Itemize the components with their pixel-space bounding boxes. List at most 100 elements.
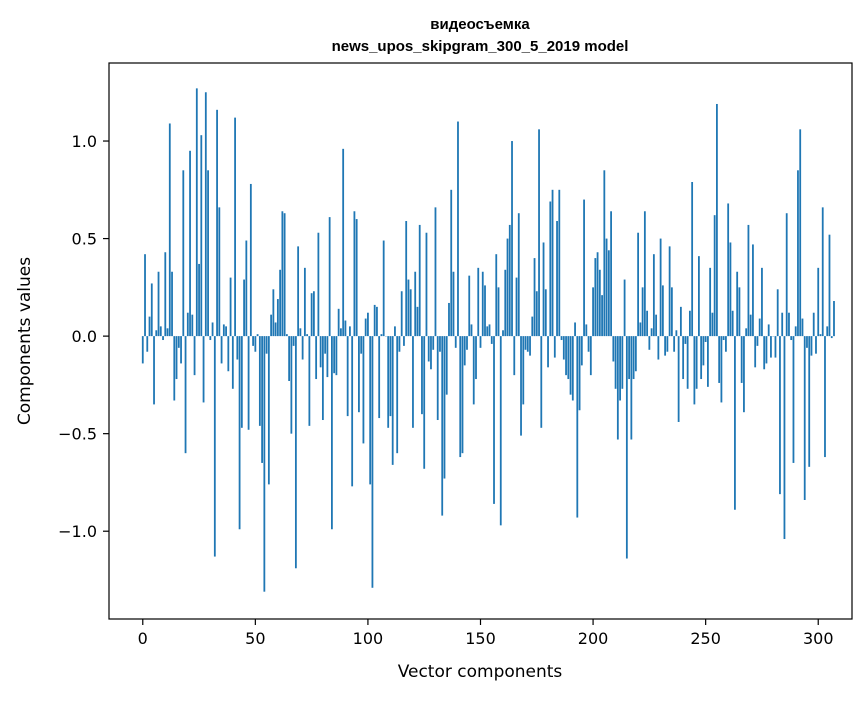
- bar-64: [286, 334, 288, 336]
- bar-43: [239, 336, 241, 529]
- bar-189: [567, 336, 569, 379]
- bar-237: [675, 330, 677, 336]
- bar-283: [779, 336, 781, 494]
- bar-198: [588, 336, 590, 352]
- x-tick-label: 150: [465, 629, 496, 648]
- bar-207: [608, 250, 610, 336]
- bar-66: [290, 336, 292, 434]
- bar-116: [403, 336, 405, 346]
- bar-122: [417, 307, 419, 336]
- bar-33: [216, 110, 218, 336]
- bar-92: [349, 326, 351, 336]
- bar-153: [486, 326, 488, 336]
- bar-61: [279, 270, 281, 336]
- bar-57: [270, 315, 272, 336]
- y-tick-label: −1.0: [58, 522, 97, 541]
- bar-10: [164, 252, 166, 336]
- bar-263: [734, 336, 736, 510]
- bar-95: [356, 219, 358, 336]
- bar-128: [430, 336, 432, 369]
- bar-146: [471, 324, 473, 336]
- bar-74: [308, 336, 310, 426]
- bar-series: [142, 88, 835, 591]
- bar-75: [311, 293, 313, 336]
- bar-285: [784, 336, 786, 539]
- bar-305: [829, 235, 831, 336]
- bar-141: [459, 336, 461, 457]
- bar-133: [441, 336, 443, 515]
- bar-15: [176, 336, 178, 379]
- bar-192: [574, 322, 576, 336]
- bar-212: [619, 336, 621, 400]
- bar-264: [736, 272, 738, 336]
- bar-7: [158, 272, 160, 336]
- bar-214: [624, 280, 626, 337]
- bar-291: [797, 170, 799, 336]
- bar-250: [705, 336, 707, 342]
- bar-30: [209, 336, 211, 340]
- bar-130: [435, 207, 437, 336]
- bar-286: [786, 213, 788, 336]
- bar-193: [576, 336, 578, 517]
- bar-101: [369, 336, 371, 484]
- bar-119: [410, 289, 412, 336]
- bar-290: [795, 326, 797, 336]
- bar-120: [412, 336, 414, 428]
- bar-243: [689, 311, 691, 336]
- bar-172: [529, 336, 531, 356]
- bar-175: [536, 291, 538, 336]
- bar-11: [167, 328, 169, 336]
- bar-138: [453, 272, 455, 336]
- bar-27: [203, 336, 205, 402]
- bar-113: [396, 336, 398, 453]
- bar-104: [376, 307, 378, 336]
- bar-208: [610, 211, 612, 336]
- bar-83: [329, 217, 331, 336]
- bar-77: [315, 336, 317, 379]
- bar-41: [234, 118, 236, 337]
- bar-34: [218, 207, 220, 336]
- bar-194: [579, 336, 581, 410]
- bar-115: [401, 291, 403, 336]
- bar-269: [748, 225, 750, 336]
- bar-144: [466, 336, 468, 350]
- bar-50: [254, 336, 256, 352]
- bar-170: [525, 336, 527, 350]
- bar-161: [504, 270, 506, 336]
- bar-151: [482, 272, 484, 336]
- bar-26: [200, 135, 202, 336]
- bar-163: [509, 225, 511, 336]
- bar-69: [297, 246, 299, 336]
- bar-22: [191, 315, 193, 336]
- bar-281: [775, 336, 777, 357]
- bar-245: [693, 336, 695, 404]
- bar-218: [633, 336, 635, 379]
- bar-131: [437, 336, 439, 420]
- bar-47: [248, 336, 250, 430]
- bar-188: [565, 336, 567, 375]
- bar-231: [662, 285, 664, 336]
- bar-258: [723, 336, 725, 340]
- bar-102: [372, 336, 374, 588]
- bar-206: [606, 239, 608, 337]
- bar-256: [718, 336, 720, 383]
- bar-186: [561, 336, 563, 340]
- bar-29: [207, 170, 209, 336]
- bar-289: [793, 336, 795, 463]
- bar-118: [408, 280, 410, 337]
- bar-204: [601, 295, 603, 336]
- bar-302: [822, 207, 824, 336]
- chart-title-line-2: news_upos_skipgram_300_5_2019 model: [332, 38, 629, 55]
- bar-168: [520, 336, 522, 435]
- bar-28: [205, 92, 207, 336]
- bar-85: [333, 336, 335, 373]
- bar-284: [781, 313, 783, 336]
- y-axis-ticks: −1.0−0.50.00.51.0: [58, 132, 109, 541]
- bar-228: [655, 315, 657, 336]
- bar-72: [304, 268, 306, 336]
- bar-265: [739, 287, 741, 336]
- bar-255: [716, 104, 718, 336]
- bar-2: [146, 336, 148, 352]
- bar-282: [777, 289, 779, 336]
